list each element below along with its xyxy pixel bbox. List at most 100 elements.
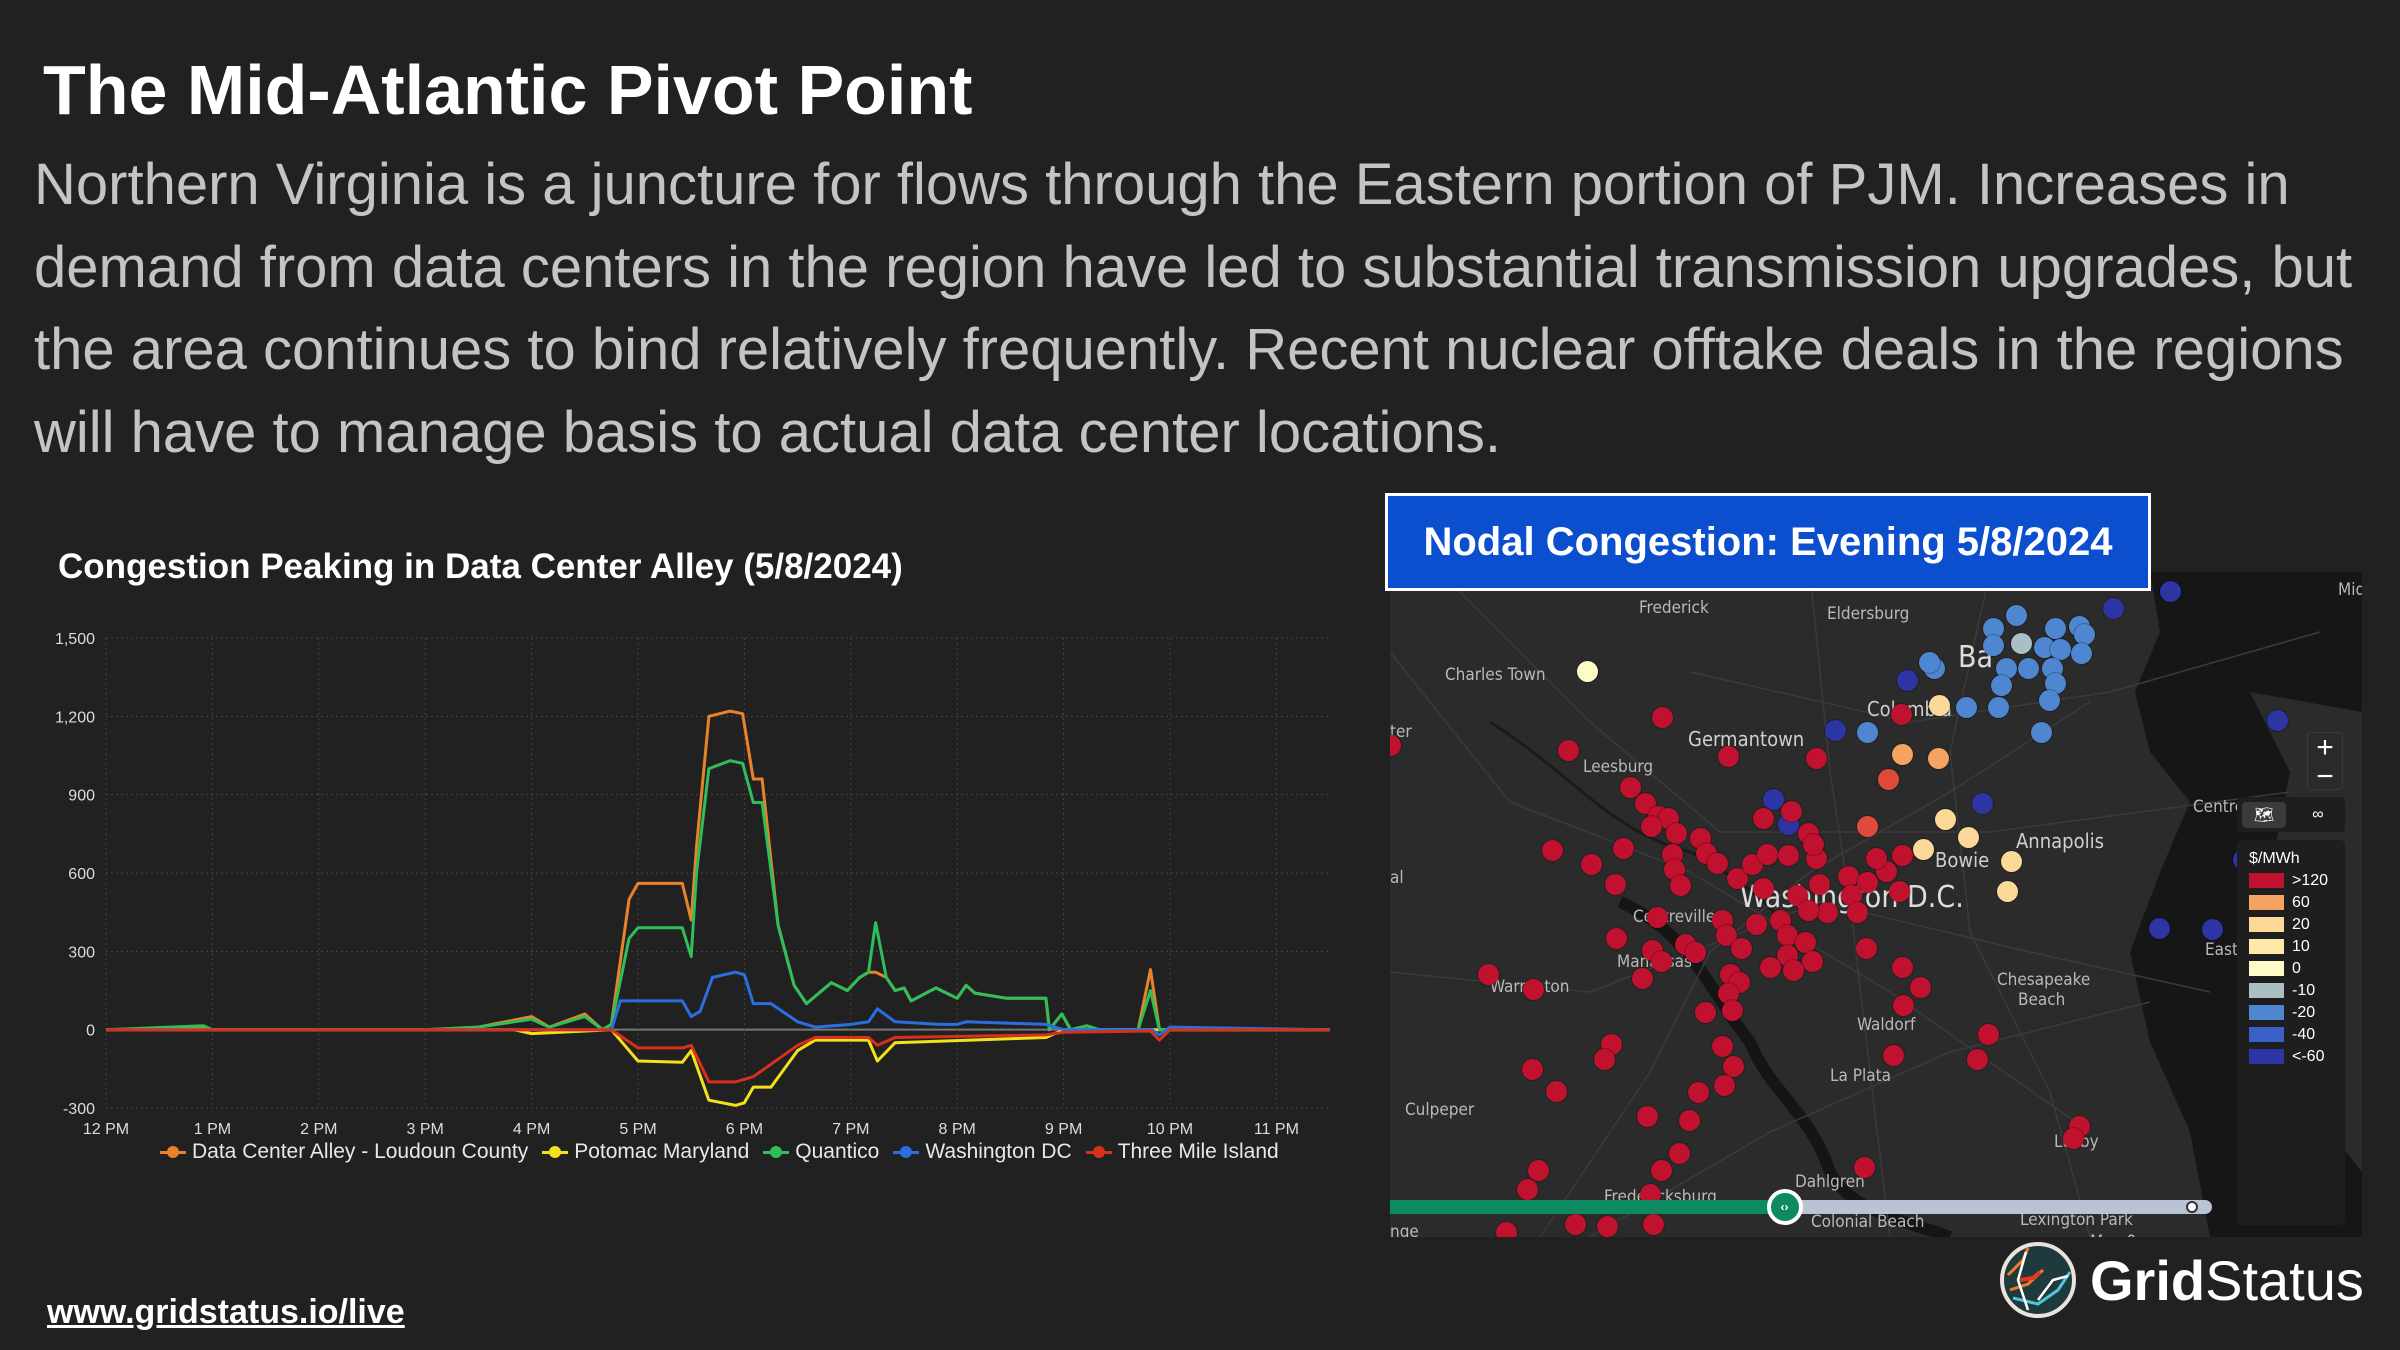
node-marker[interactable] [1897, 670, 1919, 692]
zoom-in-button[interactable]: + [2316, 730, 2334, 764]
legend-item[interactable]: Quantico [763, 1140, 879, 1164]
node-marker[interactable] [1972, 792, 1994, 814]
node-marker[interactable] [1746, 913, 1768, 935]
node-marker[interactable] [1855, 938, 1877, 960]
node-marker[interactable] [1857, 871, 1879, 893]
node-marker[interactable] [1752, 807, 1774, 829]
node-marker[interactable] [1695, 1002, 1717, 1024]
node-marker[interactable] [1891, 957, 1913, 979]
node-marker[interactable] [1647, 907, 1669, 928]
node-marker[interactable] [1640, 1183, 1662, 1205]
node-marker[interactable] [1893, 995, 1915, 1017]
node-marker[interactable] [1957, 827, 1979, 849]
node-marker[interactable] [1956, 696, 1978, 718]
node-marker[interactable] [1878, 768, 1900, 790]
node-marker[interactable] [1716, 925, 1738, 947]
node-marker[interactable] [1650, 951, 1672, 973]
node-marker[interactable] [2049, 639, 2071, 661]
node-marker[interactable] [1593, 1049, 1615, 1071]
node-marker[interactable] [1966, 1049, 1988, 1071]
node-marker[interactable] [1722, 1000, 1744, 1022]
node-marker[interactable] [1990, 675, 2012, 697]
node-marker[interactable] [1669, 875, 1691, 897]
node-marker[interactable] [1824, 720, 1846, 742]
node-marker[interactable] [1857, 815, 1879, 837]
node-marker[interactable] [1650, 1160, 1672, 1182]
node-marker[interactable] [1527, 1160, 1549, 1182]
node-marker[interactable] [1723, 1055, 1745, 1077]
node-marker[interactable] [1752, 878, 1774, 900]
node-marker[interactable] [1597, 1215, 1619, 1237]
node-marker[interactable] [1668, 1143, 1690, 1165]
legend-item[interactable]: Three Mile Island [1085, 1140, 1279, 1164]
node-marker[interactable] [2148, 918, 2170, 940]
node-marker[interactable] [1929, 694, 1951, 716]
node-marker[interactable] [1558, 740, 1580, 762]
node-marker[interactable] [2011, 632, 2033, 654]
node-marker[interactable] [1759, 957, 1781, 979]
node-marker[interactable] [1712, 1036, 1734, 1058]
node-marker[interactable] [1816, 901, 1838, 923]
node-marker[interactable] [1581, 854, 1603, 876]
node-marker[interactable] [1776, 925, 1798, 947]
node-marker[interactable] [1780, 801, 1802, 823]
zoom-out-button[interactable]: − [2316, 759, 2334, 793]
gridstatus-live-link[interactable]: www.gridstatus.io/live [47, 1293, 405, 1331]
node-marker[interactable] [1882, 1045, 1904, 1067]
node-marker[interactable] [1688, 1082, 1710, 1104]
node-marker[interactable] [2044, 617, 2066, 639]
node-marker[interactable] [1795, 931, 1817, 953]
node-marker[interactable] [1641, 816, 1663, 838]
map-layer-icon[interactable]: 🗺 [2242, 801, 2286, 828]
node-marker[interactable] [1857, 722, 1879, 744]
node-marker[interactable] [1637, 1106, 1659, 1128]
node-marker[interactable] [1806, 748, 1828, 770]
node-marker[interactable] [1808, 874, 1830, 896]
node-marker[interactable] [1522, 1059, 1544, 1081]
node-marker[interactable] [2033, 636, 2055, 658]
node-marker[interactable] [1605, 874, 1627, 896]
node-marker[interactable] [1717, 983, 1739, 1005]
network-layer-icon[interactable]: ∞ [2312, 805, 2324, 823]
node-marker[interactable] [1542, 839, 1564, 861]
node-marker[interactable] [2073, 624, 2095, 646]
node-marker[interactable] [1803, 833, 1825, 855]
node-marker[interactable] [2044, 673, 2066, 695]
node-marker[interactable] [1756, 844, 1778, 866]
node-marker[interactable] [1713, 1074, 1735, 1096]
node-marker[interactable] [1840, 884, 1862, 906]
node-marker[interactable] [1546, 1081, 1568, 1103]
legend-item[interactable]: Washington DC [893, 1140, 1072, 1164]
node-marker[interactable] [1717, 745, 1739, 767]
node-marker[interactable] [2017, 658, 2039, 680]
node-marker[interactable] [2103, 597, 2125, 619]
node-marker[interactable] [2071, 643, 2093, 665]
legend-item[interactable]: Data Center Alley - Loudoun County [160, 1140, 528, 1164]
node-marker[interactable] [1997, 880, 2019, 902]
node-marker[interactable] [1777, 845, 1799, 867]
node-marker[interactable] [1606, 928, 1628, 950]
node-marker[interactable] [1988, 696, 2010, 718]
node-marker[interactable] [1523, 978, 1545, 1000]
node-marker[interactable] [1678, 1110, 1700, 1132]
node-marker[interactable] [1854, 1157, 1876, 1179]
node-marker[interactable] [1918, 651, 1940, 673]
legend-item[interactable]: Potomac Maryland [542, 1140, 749, 1164]
node-marker[interactable] [1802, 951, 1824, 973]
node-marker[interactable] [1495, 1222, 1517, 1237]
time-slider[interactable]: ‹› [1390, 1189, 2212, 1225]
node-marker[interactable] [2039, 690, 2061, 712]
node-marker[interactable] [1577, 661, 1599, 683]
node-marker[interactable] [1731, 938, 1753, 960]
node-marker[interactable] [1934, 809, 1956, 831]
node-marker[interactable] [1642, 1213, 1664, 1235]
node-marker[interactable] [1632, 968, 1654, 990]
node-marker[interactable] [1783, 959, 1805, 981]
node-marker[interactable] [1664, 859, 1686, 881]
node-marker[interactable] [1707, 852, 1729, 874]
node-marker[interactable] [1565, 1213, 1587, 1235]
node-marker[interactable] [2005, 604, 2027, 626]
node-marker[interactable] [1847, 901, 1869, 923]
node-marker[interactable] [1516, 1178, 1538, 1200]
node-marker[interactable] [1726, 867, 1748, 889]
